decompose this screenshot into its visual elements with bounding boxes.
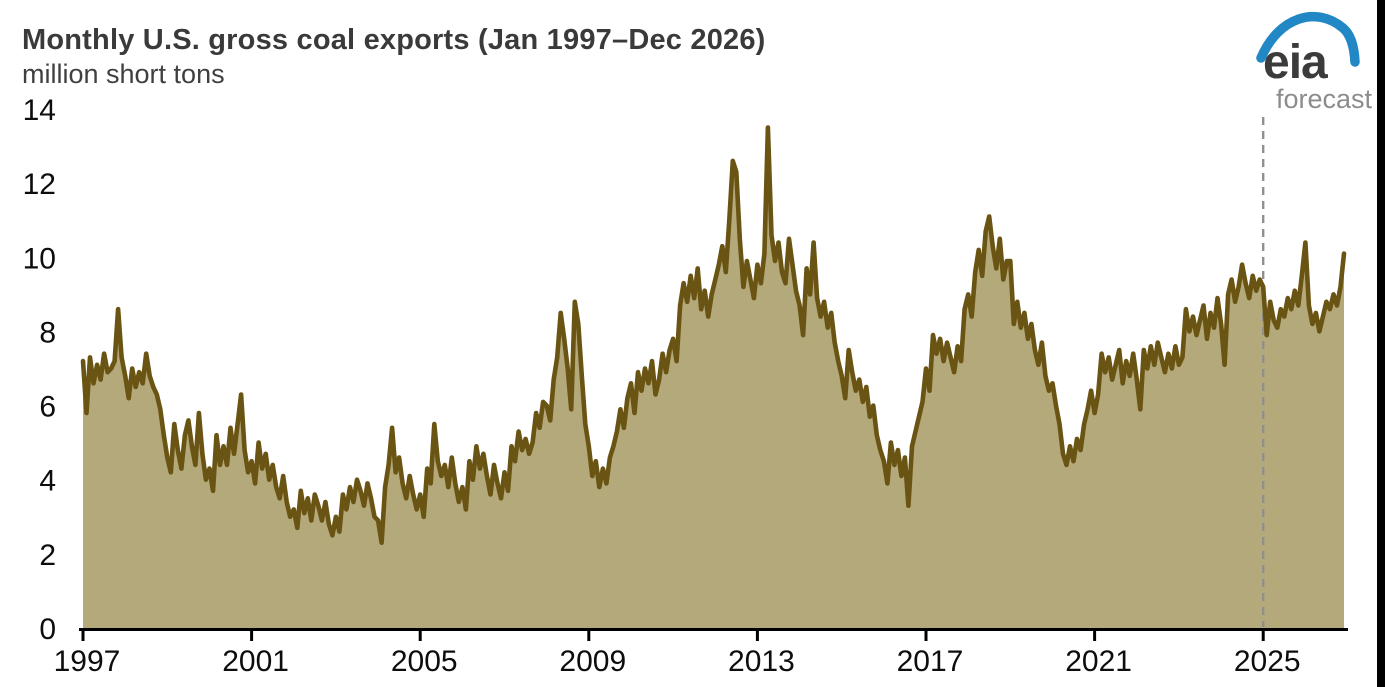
y-tick-label: 12 — [23, 168, 56, 201]
y-tick-label: 2 — [39, 539, 56, 572]
eia-logo-graphic: eia — [1256, 11, 1360, 84]
chart-title: Monthly U.S. gross coal exports (Jan 199… — [22, 24, 766, 56]
y-tick-label: 0 — [39, 613, 56, 646]
series-line — [80, 125, 1347, 545]
chart-unit-label: million short tons — [22, 59, 225, 89]
x-tick-label: 1997 — [54, 645, 121, 678]
eia-swoosh-icon — [1256, 11, 1360, 67]
x-tick-label: 2017 — [897, 645, 964, 678]
x-tick-label: 2025 — [1234, 645, 1301, 678]
y-tick-label: 6 — [39, 391, 56, 424]
series-area — [83, 127, 1344, 628]
y-tick-label: 8 — [39, 316, 56, 349]
y-tick-label: 4 — [39, 465, 56, 498]
eia-logo-text: eia — [1263, 36, 1328, 84]
x-tick-label: 2005 — [391, 645, 458, 678]
x-tick-label: 2021 — [1065, 645, 1132, 678]
eia-logo: eia — [1243, 6, 1363, 84]
y-tick-label: 10 — [23, 242, 56, 275]
right-edge-strip — [1377, 0, 1385, 687]
x-tick-label: 2013 — [728, 645, 795, 678]
x-tick-label: 2001 — [222, 645, 289, 678]
x-tick-label: 2009 — [559, 645, 626, 678]
y-tick-label: 14 — [23, 94, 56, 127]
forecast-label: forecast — [1275, 84, 1372, 114]
